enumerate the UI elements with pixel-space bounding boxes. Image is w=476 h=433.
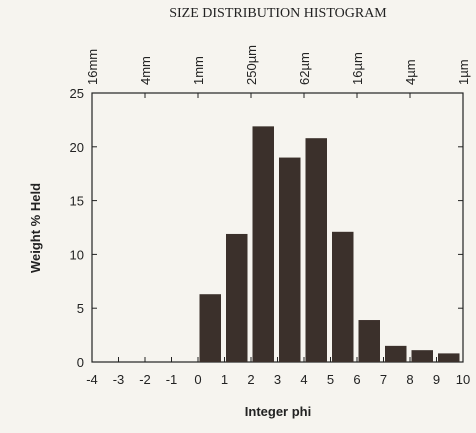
y-tick-label: 15	[70, 194, 84, 209]
x-tick-label: -2	[139, 372, 151, 387]
bar	[332, 231, 354, 362]
chart-title: SIZE DISTRIBUTION HISTOGRAM	[169, 6, 387, 21]
x2-tick-label: 16µm	[350, 52, 365, 85]
x2-tick-label: 4µm	[403, 59, 418, 85]
bar	[305, 138, 327, 362]
y-tick-label: 20	[70, 140, 84, 155]
bar	[411, 350, 433, 362]
x2-tick-label: 62µm	[297, 52, 312, 85]
x-tick-label: 5	[327, 372, 334, 387]
x-tick-label: -1	[166, 372, 178, 387]
y-tick-label: 25	[70, 86, 84, 101]
y-tick-label: 10	[70, 247, 84, 262]
x-tick-label: 7	[380, 372, 387, 387]
x-tick-label: 4	[300, 372, 307, 387]
y-axis-label: Weight % Held	[28, 183, 43, 273]
y-tick-label: 0	[77, 355, 84, 370]
x-tick-label: -4	[86, 372, 98, 387]
x-tick-label: 2	[247, 372, 254, 387]
bar	[438, 353, 460, 362]
x-tick-label: 8	[406, 372, 413, 387]
x-tick-label: 9	[433, 372, 440, 387]
x-tick-label: 1	[221, 372, 228, 387]
bar	[358, 320, 380, 362]
x-tick-label: 6	[353, 372, 360, 387]
x-tick-label: -3	[113, 372, 125, 387]
x2-tick-label: 16mm	[85, 49, 100, 85]
bar	[252, 126, 274, 362]
x2-tick-label: 1µm	[456, 59, 471, 85]
bar	[279, 157, 301, 362]
bar	[385, 345, 407, 362]
x2-tick-label: 250µm	[244, 45, 259, 85]
y-tick-label: 5	[77, 301, 84, 316]
x2-tick-label: 4mm	[138, 56, 153, 85]
plot-frame	[91, 92, 464, 363]
bar	[226, 233, 248, 362]
x-tick-label: 0	[194, 372, 201, 387]
x-axis-label: Integer phi	[245, 404, 311, 419]
x-tick-label: 10	[456, 372, 470, 387]
x-tick-label: 3	[274, 372, 281, 387]
bar	[199, 294, 221, 362]
x2-tick-label: 1mm	[191, 56, 206, 85]
